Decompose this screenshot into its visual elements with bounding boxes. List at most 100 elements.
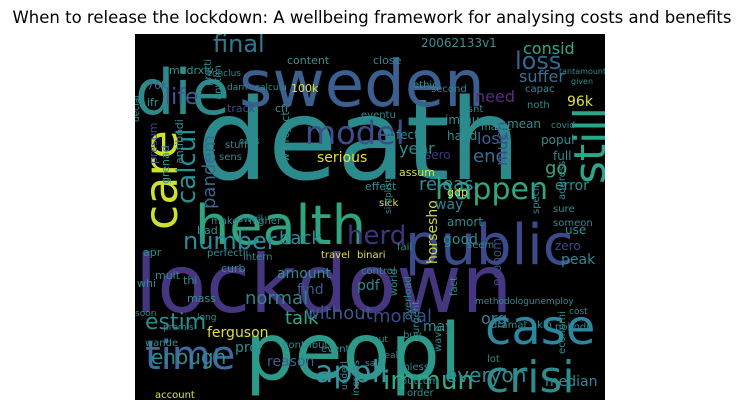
word-medrxiv: medrxiv [169,64,214,77]
word-may: may [423,319,454,335]
word-capac: capac [525,84,555,95]
word-ethic: ethic [413,80,438,91]
word-death: death [197,76,521,206]
word-nobodi: nobodi [555,322,589,333]
word-urgent: urgent [411,301,422,334]
word-without: without [305,303,373,324]
word-proj: proj [235,340,262,356]
word-sick: sick [379,198,398,209]
word-everyon: everyon [445,363,526,387]
word-intern: intern [243,252,272,263]
word-model: model [305,114,405,152]
word-isnt: isnt [465,104,483,115]
word-econom: econom [490,238,504,286]
word-underl: underl [340,361,350,390]
word-life: life [165,85,199,110]
word-order: order [407,388,435,399]
word-full: full [553,149,572,163]
word-mult: mult [155,269,181,282]
word-appli: appli [315,355,388,390]
word-lockdown: lockdown [135,238,512,331]
word-infect: infect [385,128,419,142]
word-track: track [227,102,256,115]
word-peak: peak [561,252,596,268]
word-anytim: anytim [213,65,224,100]
word-die: die [135,56,230,129]
word-effect: effect [365,180,397,193]
word-akin: akin [531,320,552,331]
word-close: close [373,54,402,67]
word-back: back [279,228,322,249]
word-contribut: contribut [283,340,328,351]
word-travel: travel [321,250,350,261]
word-good: good [443,232,478,248]
word-soon: soon [135,309,156,319]
word-suffer: suffer [519,67,565,86]
word-perfectli: perfectli [207,248,248,259]
word-mortal: mortal [373,306,432,327]
word-increas: increas [351,360,362,396]
word-binari: binari [357,250,385,261]
word-loss: loss [515,47,561,75]
word-amort: amort [447,215,483,229]
word-much: much [492,121,511,166]
word-final: final [213,34,265,58]
word-lose: lose [477,129,509,148]
word-pretti: pretti [203,59,214,86]
word-consid: consid [523,39,575,58]
word-long: long [197,313,216,323]
word-grenad: grenad [159,145,172,184]
word-normal: normal [245,288,308,309]
word-caus: caus [239,137,260,147]
word-whi: whi [137,277,156,290]
word-cloud: death lockdown peopl sweden die health public c… [135,34,605,400]
word-antibodi: antibodi [173,119,186,164]
word-make: make [211,216,238,227]
word-fail: fail [397,242,412,253]
word-talk: talk [285,308,319,329]
word-w-project: w project [279,111,292,162]
word-mean: mean [507,117,541,131]
word-happen: happen [435,172,548,207]
word-go: go [545,158,567,179]
word-address: address [557,161,568,200]
word-darn: darn [227,83,247,93]
word-buy: buy [403,330,422,341]
word-mass: mass [187,292,216,305]
word-crisi: crisi [485,352,575,400]
word-popul: popul [541,133,575,147]
word-wande: wande [145,338,178,349]
word-fact: fact [449,277,460,296]
word-96k: 96k [567,94,594,110]
word-hand: hand [447,129,477,143]
word-way: way [435,197,463,213]
word-use: use [565,223,586,237]
word-seem: seem [467,240,494,251]
word-immu: immu [445,113,479,127]
word-outcom: outcom [401,376,439,387]
word-horsesho: horsesho [425,200,441,264]
word-20062133v1: 20062133v1 [421,36,497,50]
word-presum: presum [147,123,160,164]
word-control: control [361,266,396,277]
word-still: still [565,107,605,184]
word-year: year [399,139,435,158]
word-specif: specif [531,184,542,214]
word-org: org [481,309,507,328]
word-public: public [405,213,574,278]
word-dwell: dwell [237,214,263,225]
word-unless: unless [397,362,429,373]
word-100k: 100k [291,82,319,95]
word-apr: apr [143,246,162,259]
word-calcul: calcul [172,129,202,204]
word-curb: curb [221,262,246,275]
word-assum: assum [399,166,435,179]
word-immun: immun [383,366,474,396]
word-end: end [473,146,507,167]
page-title: When to release the lockdown: A wellbein… [12,8,732,27]
word-simplist: simplist [384,179,394,214]
word-someon: someon [553,218,593,229]
word-herd: herd [347,221,406,251]
word-tantamount: tantamount [559,67,605,76]
